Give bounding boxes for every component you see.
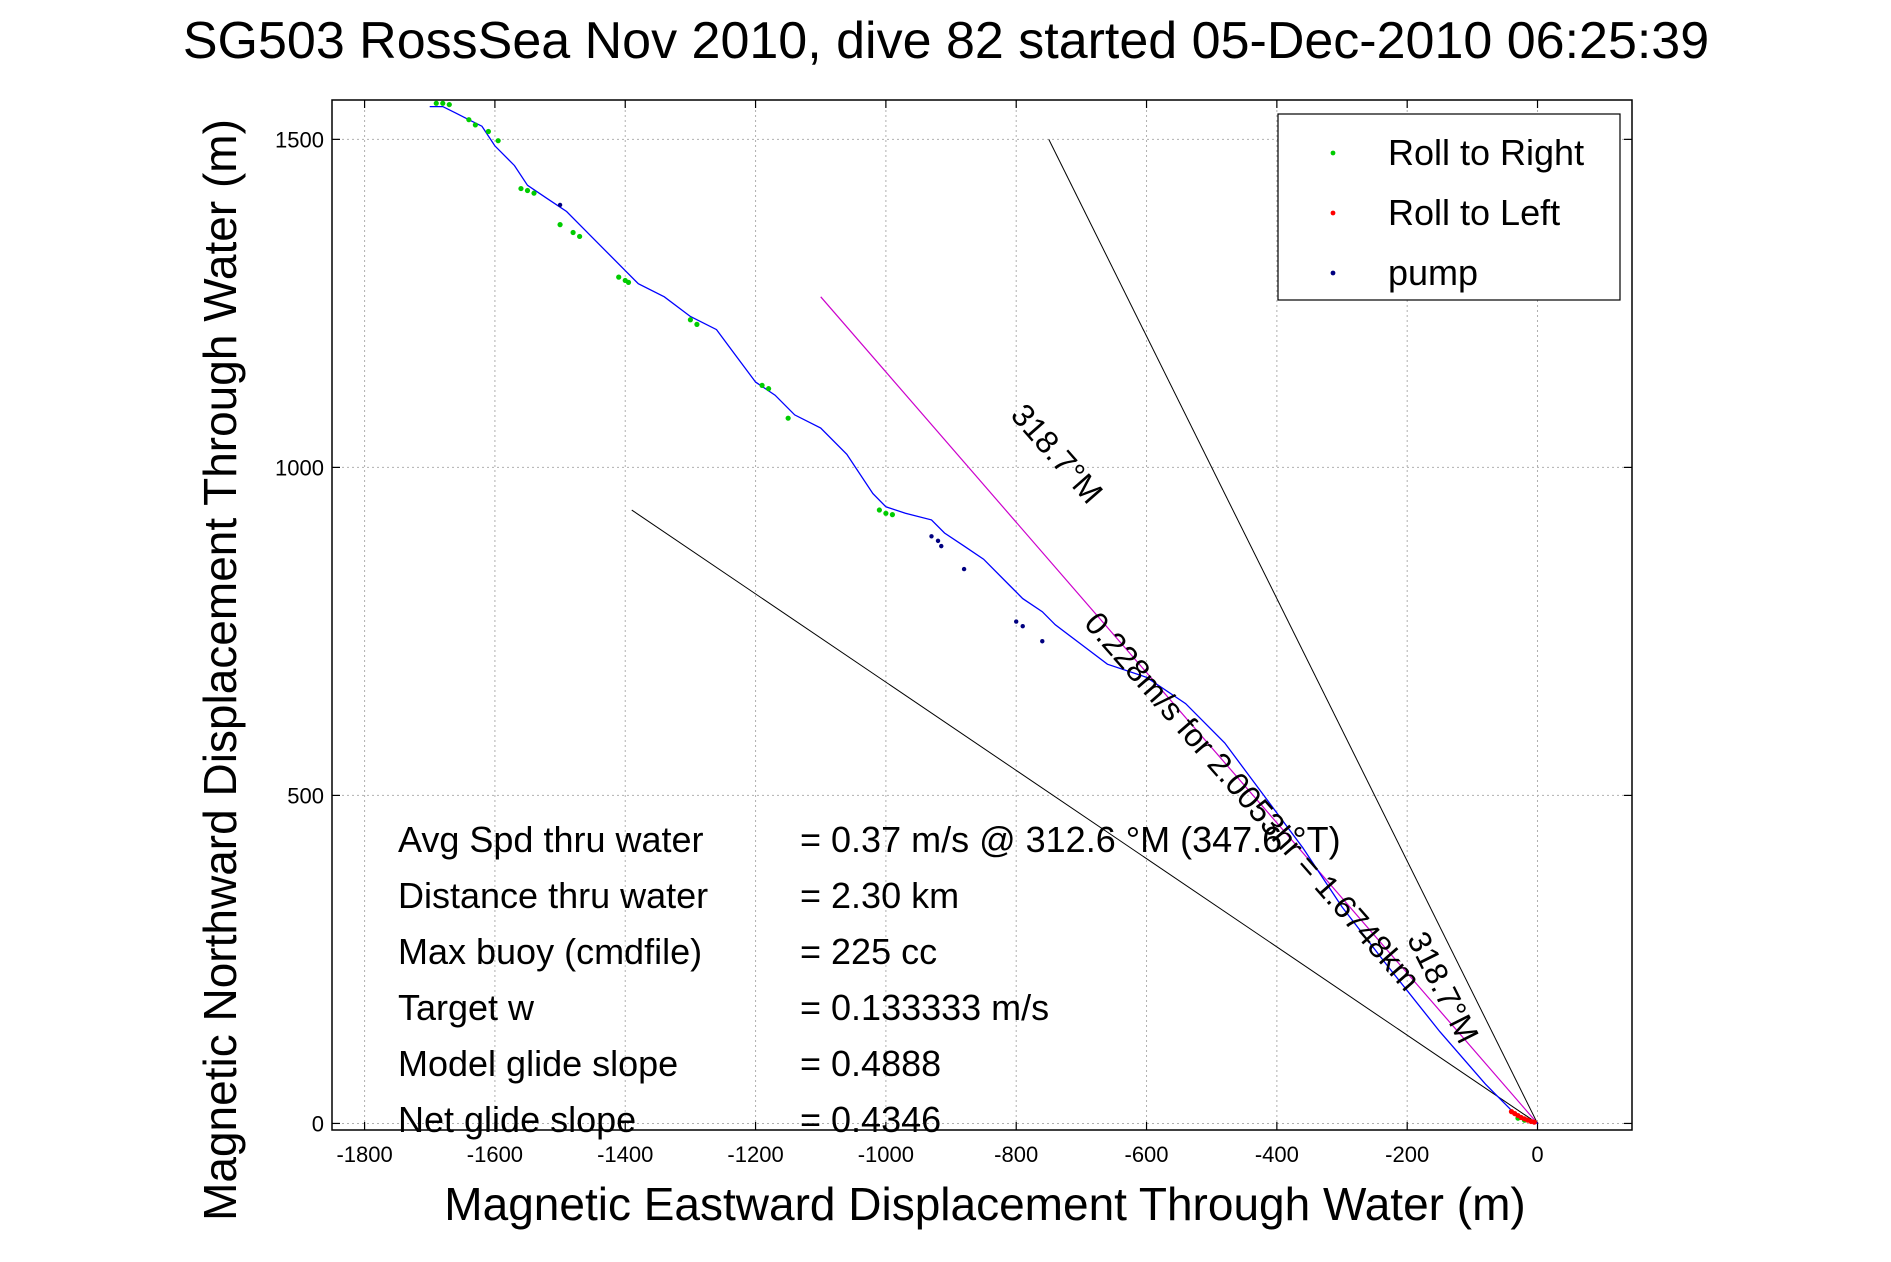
roll-right-point (433, 100, 439, 106)
pump-point (1040, 639, 1045, 644)
pump-point (961, 566, 967, 572)
stat-value: = 0.4346 (800, 1099, 941, 1140)
glider-track (429, 105, 1538, 1125)
roll-left-point (1508, 1109, 1515, 1115)
roll-right-point (785, 415, 791, 421)
envelope-line (1048, 139, 1538, 1124)
y-tick-label: 0 (312, 1111, 324, 1136)
y-tick-label: 1500 (275, 127, 324, 152)
roll-right-point (518, 185, 524, 192)
roll-right-point (577, 233, 583, 240)
roll-right-point (570, 229, 576, 236)
legend: Roll to Right Roll to Left pump (1277, 113, 1621, 301)
roll-right-point (446, 101, 452, 108)
x-tick-label: -800 (994, 1142, 1038, 1167)
roll-right-point (694, 321, 700, 327)
roll-right-point (883, 510, 889, 516)
legend-label: Roll to Left (1388, 192, 1560, 233)
roll-right-point (616, 274, 622, 280)
pump-point (1014, 619, 1019, 624)
x-tick-label: 0 (1531, 1142, 1543, 1167)
envelope-line (631, 509, 1538, 1124)
line-annotation: 318.7°M (1400, 926, 1486, 1049)
x-tick-label: -1600 (467, 1142, 523, 1167)
stat-label: Distance thru water (398, 875, 708, 916)
line-annotation: 0.228m/s for 2.0053hr = 1.6748km (1078, 605, 1428, 997)
pump-point (935, 538, 941, 544)
line-annotation: 318.7°M (1004, 397, 1110, 511)
roll-right-point (687, 317, 693, 323)
x-tick-label: -1800 (336, 1142, 392, 1167)
legend-label: pump (1388, 252, 1478, 293)
plot-frame (331, 99, 1633, 1131)
legend-box (1277, 113, 1621, 301)
stat-value: = 0.37 m/s @ 312.6 °M (347.6 °T) (800, 819, 1341, 860)
axis-ticks: -1800 -1600 -1400 -1200 -1000 -800 -600 -400 -20… (275, 100, 1632, 1167)
stat-value: = 225 cc (800, 931, 937, 972)
x-tick-label: -1200 (727, 1142, 783, 1167)
legend-marker (1330, 270, 1336, 276)
roll-right-point (765, 386, 772, 392)
x-axis-label: Magnetic Eastward Displacement Through W… (444, 1178, 1525, 1230)
x-tick-label: -200 (1385, 1142, 1429, 1167)
legend-marker (1330, 150, 1336, 156)
x-tick-label: -1000 (858, 1142, 914, 1167)
stat-label: Target w (398, 987, 535, 1028)
roll-right-point (625, 279, 632, 285)
x-tick-label: -1400 (597, 1142, 653, 1167)
stat-value: = 2.30 km (800, 875, 959, 916)
stat-value: = 0.4888 (800, 1043, 941, 1084)
roll-right-point (876, 507, 882, 513)
y-tick-label: 1000 (275, 455, 324, 480)
roll-right-point (889, 512, 896, 518)
stat-label: Net glide slope (398, 1099, 636, 1140)
roll-right-point (485, 128, 491, 135)
stats-block: Avg Spd thru water = 0.37 m/s @ 312.6 °M … (398, 819, 1341, 1140)
heading-line (820, 296, 1538, 1124)
pump-point (929, 534, 934, 539)
roll-right-point (472, 122, 478, 128)
roll-right-point (531, 190, 537, 196)
roll-right-point (759, 382, 765, 388)
roll-right-point (495, 138, 501, 144)
stat-label: Max buoy (cmdfile) (398, 931, 702, 972)
line-labels: 318.7°M0.228m/s for 2.0053hr = 1.6748km3… (1004, 397, 1486, 1049)
stat-label: Model glide slope (398, 1043, 678, 1084)
pump-point (939, 543, 944, 549)
y-axis-label: Magnetic Northward Displacement Through … (194, 119, 246, 1221)
chart-title: SG503 RossSea Nov 2010, dive 82 started … (183, 12, 1709, 70)
stat-value: = 0.133333 m/s (800, 987, 1049, 1028)
legend-label: Roll to Right (1388, 132, 1584, 173)
reference-lines (631, 139, 1538, 1124)
y-tick-label: 500 (287, 783, 324, 808)
stat-label: Avg Spd thru water (398, 819, 704, 860)
pump-point (1020, 623, 1025, 629)
track-markers (433, 100, 1537, 1125)
x-tick-label: -400 (1255, 1142, 1299, 1167)
pump-point (557, 202, 563, 208)
x-tick-label: -600 (1125, 1142, 1169, 1167)
legend-marker (1330, 210, 1336, 216)
roll-right-point (557, 222, 563, 228)
roll-right-point (466, 117, 472, 123)
roll-right-point (440, 100, 446, 106)
roll-right-point (524, 187, 531, 194)
